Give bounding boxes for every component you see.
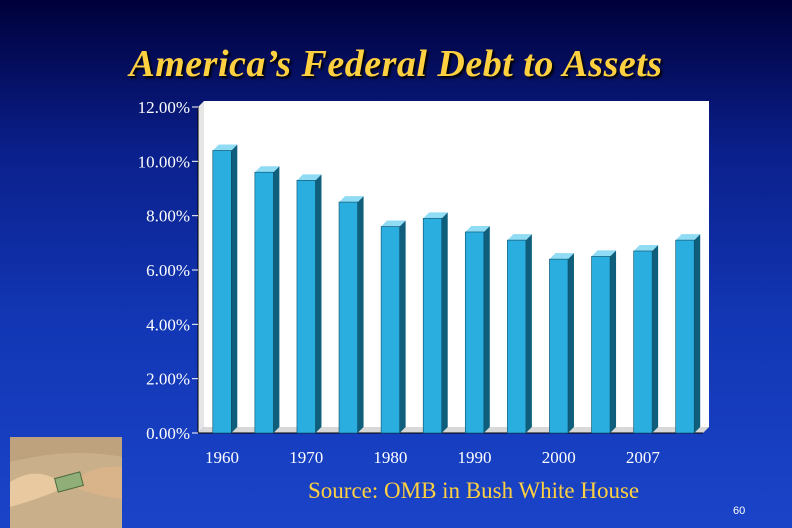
- corner-image: [10, 437, 122, 528]
- bar-front: [507, 239, 527, 434]
- y-tick-label: 4.00%: [146, 315, 190, 334]
- bar-front: [380, 226, 400, 434]
- page-number: 60: [733, 505, 746, 517]
- x-tick-label: 1960: [205, 448, 239, 467]
- bar-front: [422, 218, 443, 434]
- bar-side: [315, 174, 322, 433]
- bar-side: [441, 212, 448, 433]
- bar-2007: [633, 244, 659, 434]
- bar-side: [525, 234, 532, 433]
- bar-front: [675, 239, 695, 434]
- left-hand-icon: [10, 473, 65, 507]
- y-axis: 0.00% 2.00% 4.00% 6.00% 8.00% 10.00% 12.00%: [138, 98, 198, 443]
- bar-front: [338, 201, 358, 434]
- x-tick-label: 2000: [542, 448, 576, 467]
- bar-side: [567, 253, 574, 433]
- bar-1980: [380, 220, 406, 434]
- bar-top: [296, 174, 322, 181]
- plot-side-wall: [198, 101, 204, 433]
- bar-top: [212, 144, 238, 151]
- bar-2005: [591, 250, 617, 434]
- bar-2000: [549, 253, 574, 434]
- bars: [212, 144, 701, 434]
- y-tick-label: 10.00%: [138, 152, 190, 171]
- bar-side: [610, 250, 617, 433]
- right-hand-icon: [70, 466, 122, 499]
- x-axis: 1960 1970 1980 1990 2000 2007: [205, 448, 660, 467]
- bar-1960: [212, 144, 238, 434]
- y-tick-label: 6.00%: [146, 261, 190, 280]
- bar-1985: [422, 212, 448, 434]
- bar-top: [381, 220, 406, 227]
- bar-top: [549, 253, 574, 260]
- bar-front: [591, 256, 611, 434]
- bar-1975: [338, 196, 364, 434]
- source-caption: Source: OMB in Bush White House: [308, 478, 640, 503]
- bar-side: [652, 244, 659, 433]
- bar-1970: [296, 174, 322, 434]
- bar-side: [399, 220, 406, 433]
- bar-1965: [254, 166, 280, 434]
- plot-back-wall: [204, 101, 709, 427]
- bar-2009: [675, 234, 701, 434]
- y-tick-label: 8.00%: [146, 207, 190, 226]
- bar-top: [507, 234, 532, 241]
- x-tick-label: 2007: [626, 448, 661, 467]
- bar-1995: [507, 234, 532, 434]
- bar-top: [339, 196, 364, 203]
- bar-top: [423, 212, 448, 219]
- bar-front: [254, 171, 274, 434]
- bar-front: [549, 258, 569, 434]
- bar-top: [465, 225, 490, 232]
- bar-1990: [464, 225, 490, 434]
- x-tick-label: 1990: [458, 448, 492, 467]
- y-tick-label: 0.00%: [146, 424, 190, 443]
- y-tick-label: 12.00%: [138, 98, 190, 117]
- x-tick-label: 1970: [289, 448, 323, 467]
- y-tick-label: 2.00%: [146, 370, 190, 389]
- bar-front: [633, 250, 653, 434]
- bar-top: [591, 250, 617, 257]
- bar-top: [633, 244, 659, 251]
- plot-area: [197, 101, 709, 434]
- x-tick-label: 1980: [373, 448, 407, 467]
- bar-side: [357, 196, 364, 433]
- chart-title: America’s Federal Debt to Assets: [129, 43, 663, 85]
- bar-front: [212, 150, 232, 434]
- bar-side: [273, 166, 280, 433]
- bar-side: [694, 234, 701, 433]
- bar-front: [464, 231, 485, 434]
- bar-top: [254, 166, 280, 173]
- plot-floor: [198, 427, 709, 433]
- bar-top: [675, 234, 701, 241]
- bar-side: [483, 225, 490, 433]
- bar-side: [231, 144, 238, 433]
- bar-front: [296, 180, 316, 434]
- dollar-bill-icon: [54, 471, 84, 493]
